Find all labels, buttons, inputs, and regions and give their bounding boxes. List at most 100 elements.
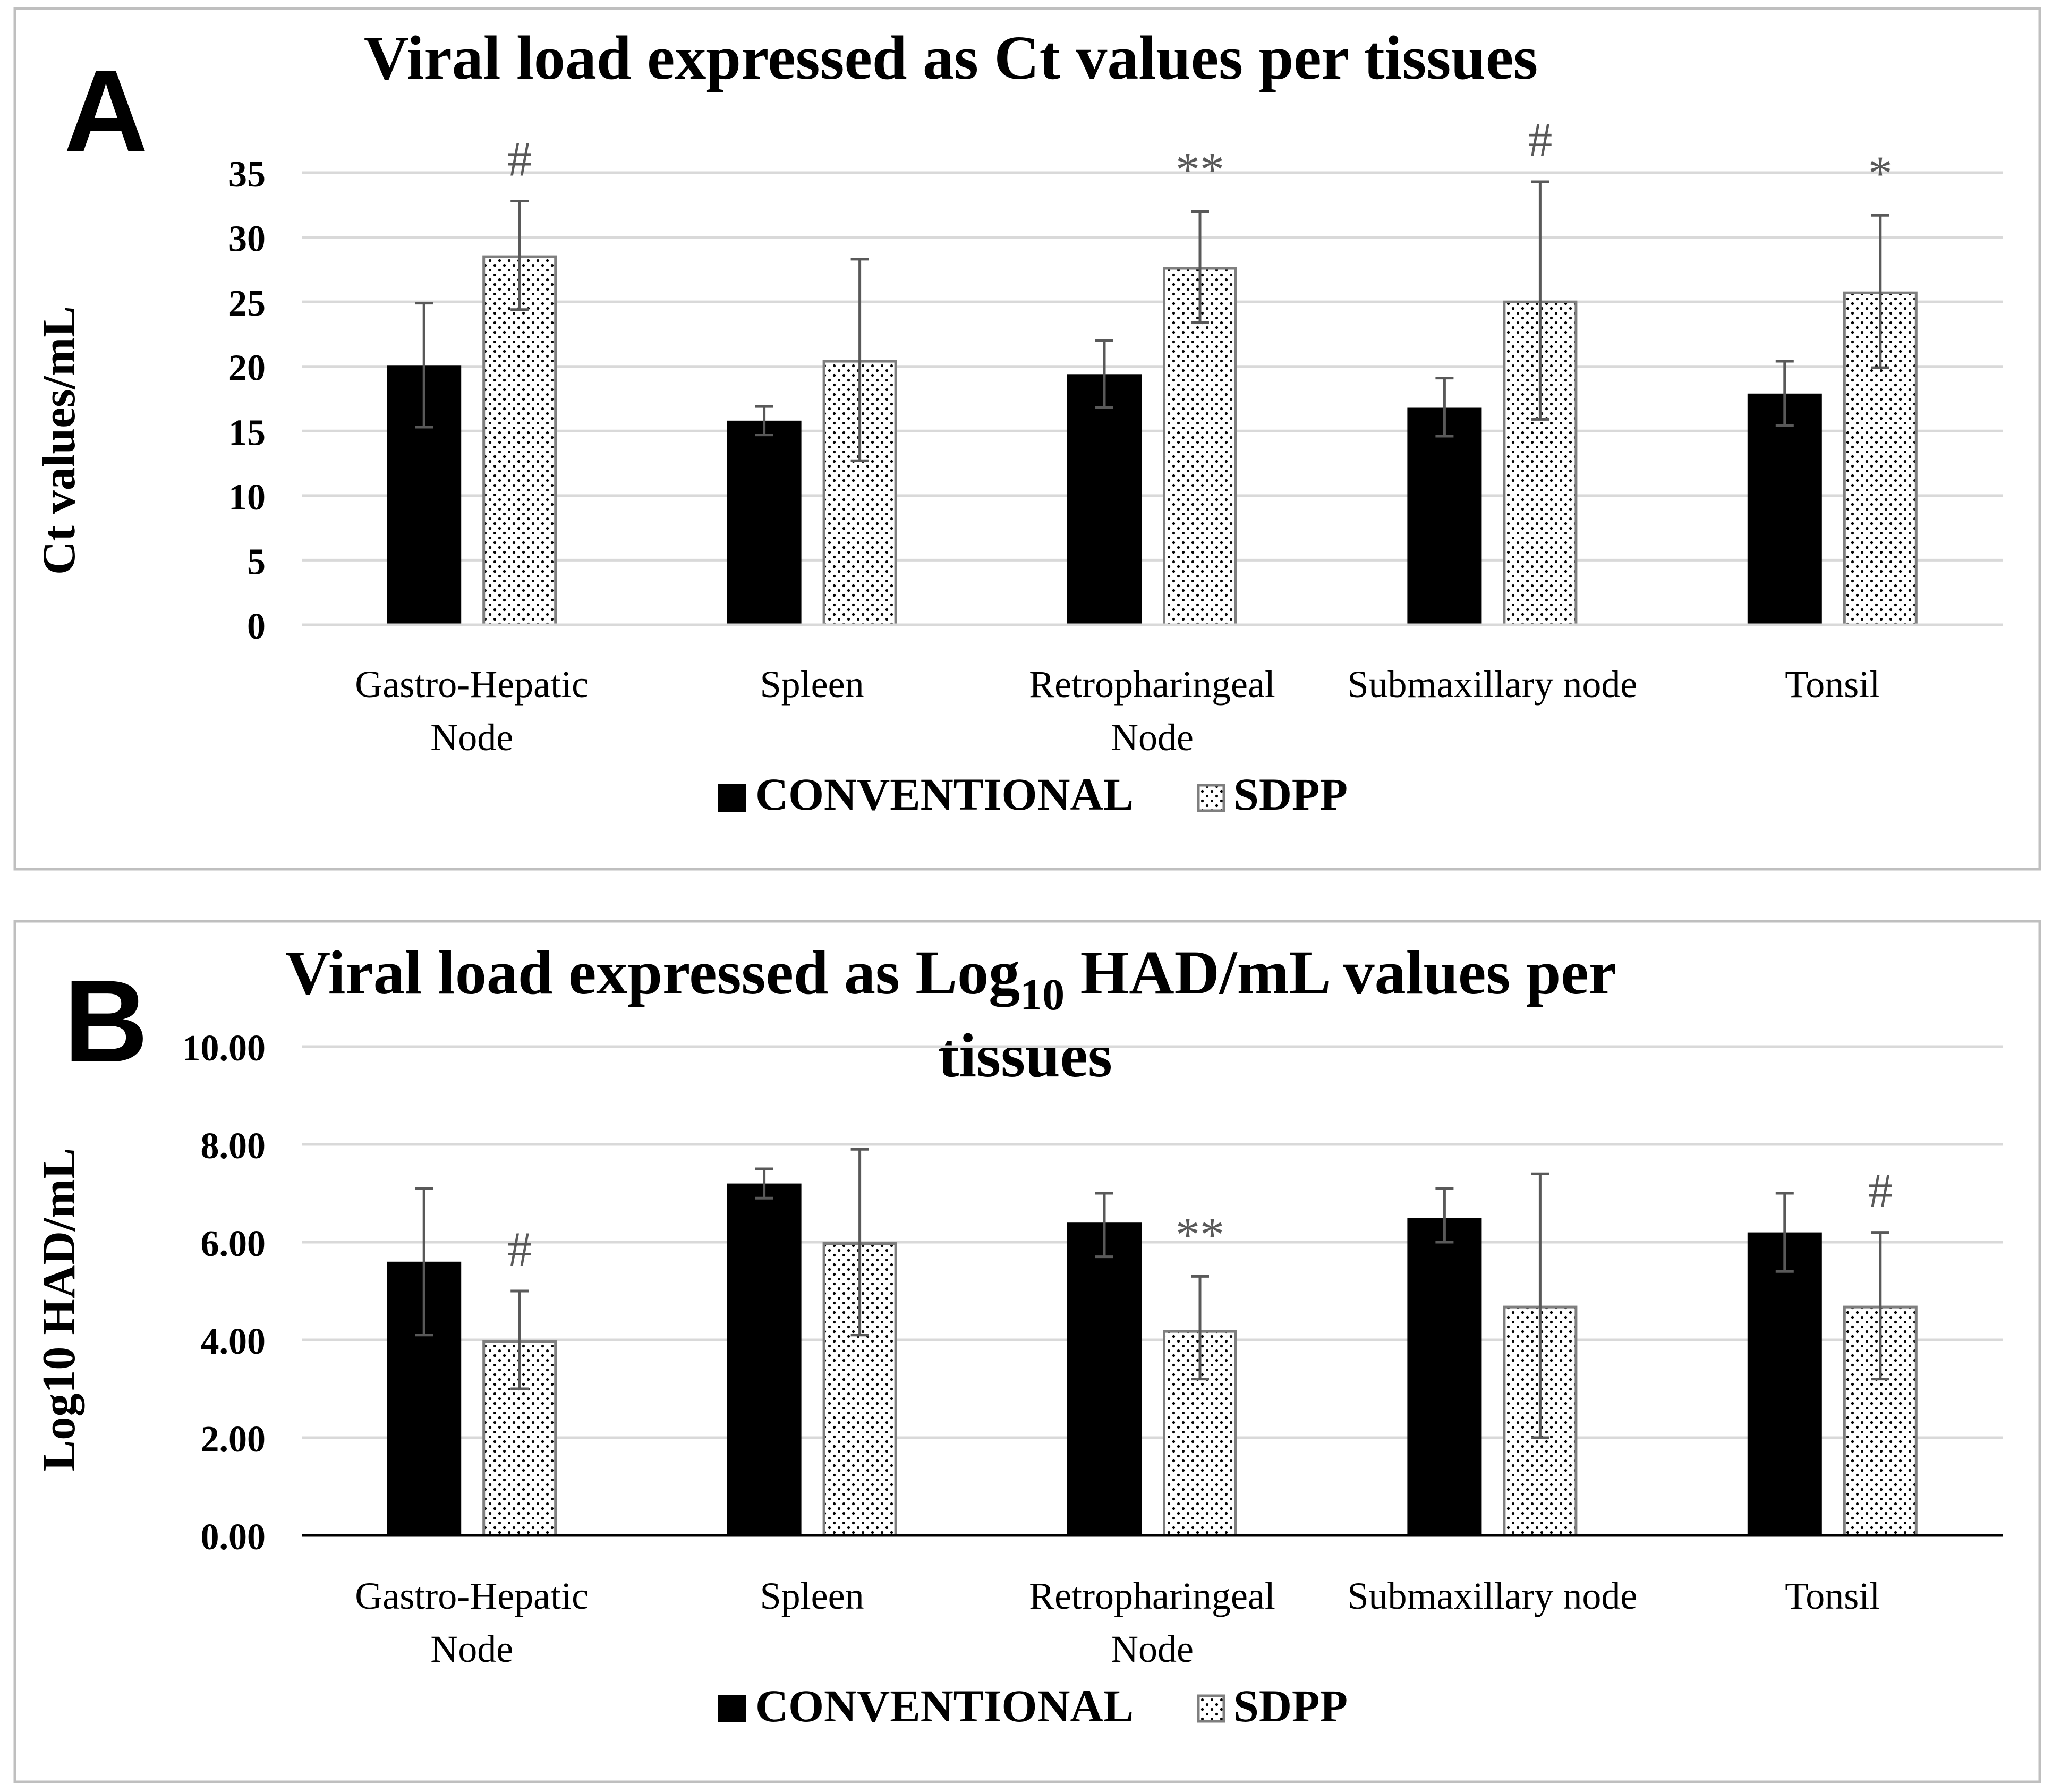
chart-panel-a: A Viral load expressed as Ct values per …	[13, 7, 2041, 871]
error-bar	[1191, 1275, 1209, 1381]
significance-mark: #	[1868, 1163, 1893, 1218]
panel-b-letter: B	[64, 956, 148, 1086]
y-tick-label: 0	[247, 606, 266, 647]
category-label: Gastro-Hepatic	[355, 663, 589, 706]
significance-mark: #	[507, 1222, 532, 1276]
panel-b-title-part-1: Viral load expressed as Log	[285, 938, 1020, 1007]
error-bar	[1775, 1192, 1794, 1273]
bar-conventional	[1747, 1232, 1822, 1535]
panel-b-border	[13, 920, 2041, 1783]
y-tick-label: 6.00	[201, 1224, 266, 1264]
y-tick-label: 20	[228, 348, 266, 389]
y-tick-label: 4.00	[201, 1321, 266, 1362]
error-bar	[850, 258, 869, 462]
category-label: Gastro-Hepatic	[355, 1575, 589, 1617]
panel-b-title-line-2: tissues	[938, 1021, 1112, 1090]
category-label: Tonsil	[1785, 1575, 1880, 1617]
legend-a-sdpp-label: SDPP	[1233, 769, 1348, 820]
error-bar	[1095, 339, 1113, 410]
legend-b-sdpp-swatch	[1197, 1694, 1225, 1723]
panel-b-y-tick-labels: 0.00 2.00 4.00 6.00 8.00 10.00	[182, 1028, 266, 1558]
y-tick-label: 10	[228, 477, 266, 518]
significance-mark: #	[1528, 113, 1552, 167]
panel-b-y-axis-label: Log10 HAD/mL	[33, 1148, 85, 1472]
category-label: Submaxillary node	[1347, 663, 1637, 706]
category-label: Node	[1111, 716, 1194, 759]
legend-b-sdpp-label: SDPP	[1233, 1680, 1348, 1731]
significance-mark: #	[507, 132, 532, 186]
category-label: Spleen	[760, 663, 864, 706]
bar-conventional	[1407, 407, 1482, 625]
panel-a-y-axis-label: Ct values/mL	[33, 306, 85, 575]
category-label: Submaxillary node	[1347, 1575, 1637, 1617]
error-bar	[415, 302, 433, 429]
legend-a-conventional-label: CONVENTIONAL	[755, 769, 1134, 820]
category-label: Retropharingeal	[1029, 1575, 1275, 1617]
bar-sdpp	[1163, 267, 1237, 626]
y-tick-label: 30	[228, 219, 266, 260]
error-bar	[755, 1167, 773, 1200]
y-tick-label: 15	[228, 412, 266, 453]
panel-a-gridlines	[302, 171, 2003, 562]
panel-a-category-labels: Gastro-Hepatic Node Spleen Retropharingeal N…	[355, 663, 1880, 759]
y-tick-label: 10.00	[182, 1028, 266, 1069]
error-bar	[510, 199, 529, 311]
error-bar	[850, 1148, 869, 1337]
legend-b-conventional-label: CONVENTIONAL	[755, 1680, 1134, 1731]
category-label: Retropharingeal	[1029, 663, 1275, 706]
bar-conventional	[727, 1183, 802, 1535]
panel-b-legend: CONVENTIONAL SDPP	[718, 1680, 1348, 1731]
category-label: Node	[430, 1628, 513, 1670]
category-label: Tonsil	[1785, 663, 1880, 706]
legend-a-sdpp-swatch	[1197, 784, 1225, 812]
category-label: Node	[1111, 1628, 1194, 1670]
panel-a-border	[13, 7, 2041, 871]
error-bar	[1531, 1172, 1549, 1439]
panel-b-gridlines	[302, 1045, 2003, 1439]
y-tick-label: 5	[247, 541, 266, 582]
y-tick-label: 0.00	[201, 1517, 266, 1558]
significance-mark: *	[1868, 146, 1893, 200]
y-tick-label: 35	[228, 154, 266, 195]
panel-a-legend: CONVENTIONAL SDPP	[718, 769, 1348, 820]
significance-mark: **	[1176, 142, 1224, 197]
category-label: Spleen	[760, 1575, 864, 1617]
legend-a-conventional-swatch	[718, 784, 746, 812]
category-label: Node	[430, 716, 513, 759]
bar-sdpp	[482, 255, 557, 626]
error-bar	[510, 1289, 529, 1390]
bar-conventional	[1067, 1222, 1142, 1535]
panel-a-y-tick-labels: 0 5 10 15 20 25 30 35	[228, 154, 266, 647]
panel-b-category-labels: Gastro-Hepatic Node Spleen Retropharingeal N…	[355, 1575, 1880, 1670]
error-bar	[1871, 1231, 1889, 1381]
legend-b-conventional-swatch	[718, 1695, 746, 1722]
y-tick-label: 25	[228, 283, 266, 324]
error-bar	[1435, 377, 1454, 438]
error-bar	[1531, 180, 1549, 421]
panel-b-error-bars	[415, 1148, 1889, 1439]
error-bar	[415, 1187, 433, 1337]
error-bar	[1435, 1187, 1454, 1244]
panel-b-title-subscript: 10	[1020, 970, 1065, 1020]
error-bar	[755, 405, 773, 437]
chart-panel-b: B Viral load expressed as Log10 HAD/mL v…	[13, 920, 2041, 1783]
panel-b-title-line-1: Viral load expressed as Log10 HAD/mL val…	[285, 938, 1616, 1020]
bar-conventional	[1067, 374, 1142, 625]
y-tick-label: 2.00	[201, 1419, 266, 1460]
panel-a-significance-marks: # ** # *	[507, 113, 1893, 200]
panel-b-significance-marks: # ** #	[507, 1163, 1893, 1276]
error-bar	[1095, 1192, 1113, 1259]
error-bar	[1871, 214, 1889, 369]
panel-a-title: Viral load expressed as Ct values per ti…	[364, 23, 1538, 92]
bar-conventional	[1747, 393, 1822, 625]
panel-b-title-part-3: HAD/mL values per	[1065, 938, 1616, 1007]
panel-a-error-bars	[415, 180, 1889, 462]
error-bar	[1191, 210, 1209, 324]
bar-conventional	[727, 420, 802, 625]
y-tick-label: 8.00	[201, 1126, 266, 1167]
significance-mark: **	[1176, 1207, 1224, 1261]
error-bar	[1775, 360, 1794, 428]
bar-conventional	[1407, 1218, 1482, 1535]
panel-a-letter: A	[64, 46, 148, 176]
